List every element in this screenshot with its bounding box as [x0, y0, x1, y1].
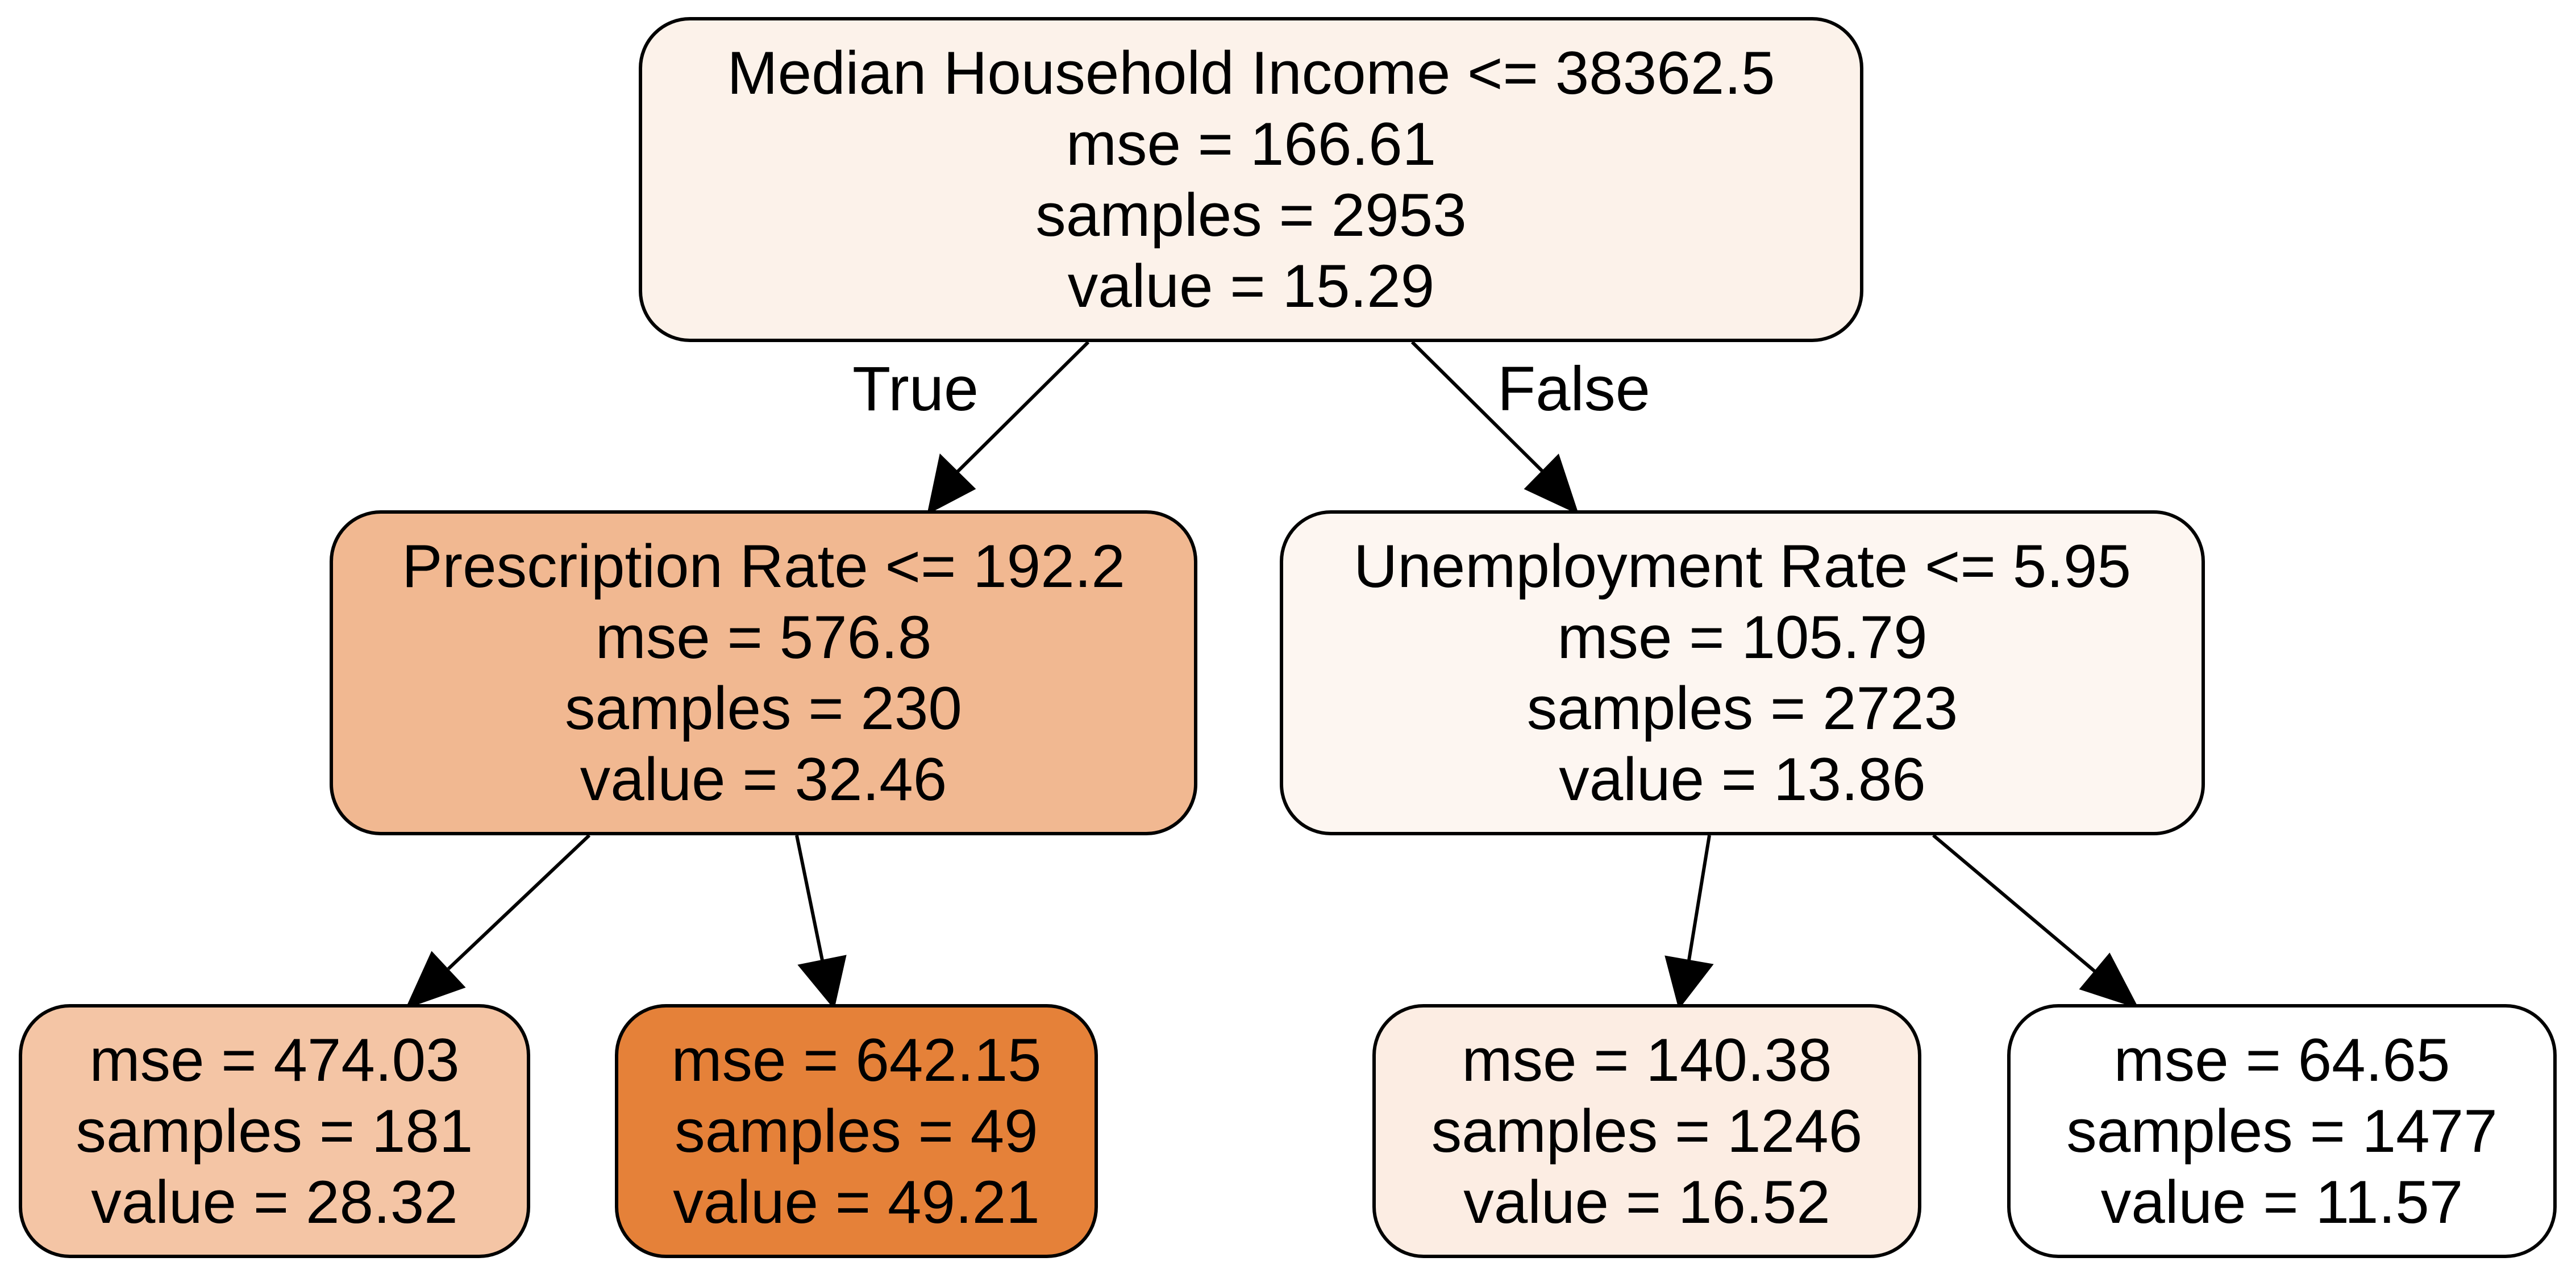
node-value: value = 32.46 [580, 745, 947, 813]
edge-root-right [1410, 340, 1546, 474]
node-value: value = 49.21 [673, 1168, 1040, 1236]
node-samples: samples = 230 [565, 674, 962, 742]
node-value: value = 28.32 [91, 1168, 458, 1236]
tree-leaf-3: mse = 140.38 samples = 1246 value = 16.5… [1372, 1004, 1921, 1258]
tree-leaf-1: mse = 474.03 samples = 181 value = 28.32 [19, 1004, 530, 1258]
edge-label-false: False [1497, 354, 1650, 424]
node-mse: mse = 642.15 [671, 1026, 1042, 1094]
edge-root-right-arrowhead [1524, 453, 1579, 515]
edge-left-leaf-2-arrowhead [797, 955, 847, 1010]
node-split-condition: Prescription Rate <= 192.2 [402, 532, 1125, 600]
tree-node-left: Prescription Rate <= 192.2 mse = 576.8 s… [330, 510, 1197, 835]
node-value: value = 13.86 [1559, 745, 1926, 813]
edge-left-leaf-2 [795, 835, 824, 961]
node-split-condition: Median Household Income <= 38362.5 [727, 39, 1775, 107]
tree-leaf-4: mse = 64.65 samples = 1477 value = 11.57 [2007, 1004, 2557, 1258]
node-samples: samples = 2953 [1035, 181, 1467, 249]
node-split-condition: Unemployment Rate <= 5.95 [1353, 532, 2131, 600]
edge-left-leaf-1-arrowhead [405, 951, 466, 1009]
edge-left-leaf-1 [447, 834, 591, 971]
node-samples: samples = 1246 [1431, 1097, 1863, 1165]
node-value: value = 15.29 [1067, 252, 1435, 320]
node-value: value = 16.52 [1463, 1168, 1830, 1236]
edge-root-left [955, 340, 1090, 474]
node-mse: mse = 576.8 [595, 603, 932, 671]
node-mse: mse = 105.79 [1557, 603, 1928, 671]
node-mse: mse = 140.38 [1462, 1026, 1832, 1094]
node-value: value = 11.57 [2100, 1168, 2463, 1236]
tree-node-root: Median Household Income <= 38362.5 mse =… [639, 17, 1863, 342]
edge-label-true: True [852, 354, 979, 424]
edge-root-left-arrowhead [927, 453, 976, 515]
tree-leaf-2: mse = 642.15 samples = 49 value = 49.21 [615, 1004, 1098, 1258]
node-mse: mse = 64.65 [2113, 1026, 2450, 1094]
edge-right-leaf-4 [1932, 834, 2096, 973]
node-mse: mse = 474.03 [89, 1026, 460, 1094]
node-mse: mse = 166.61 [1066, 110, 1437, 178]
edge-right-leaf-3 [1687, 835, 1711, 961]
node-samples: samples = 2723 [1526, 674, 1958, 742]
node-samples: samples = 181 [76, 1097, 473, 1165]
node-samples: samples = 1477 [2066, 1097, 2498, 1165]
node-samples: samples = 49 [675, 1097, 1038, 1165]
edge-right-leaf-4-arrowhead [2079, 952, 2140, 1009]
edge-right-leaf-3-arrowhead [1664, 955, 1714, 1010]
tree-node-right: Unemployment Rate <= 5.95 mse = 105.79 s… [1280, 510, 2205, 835]
